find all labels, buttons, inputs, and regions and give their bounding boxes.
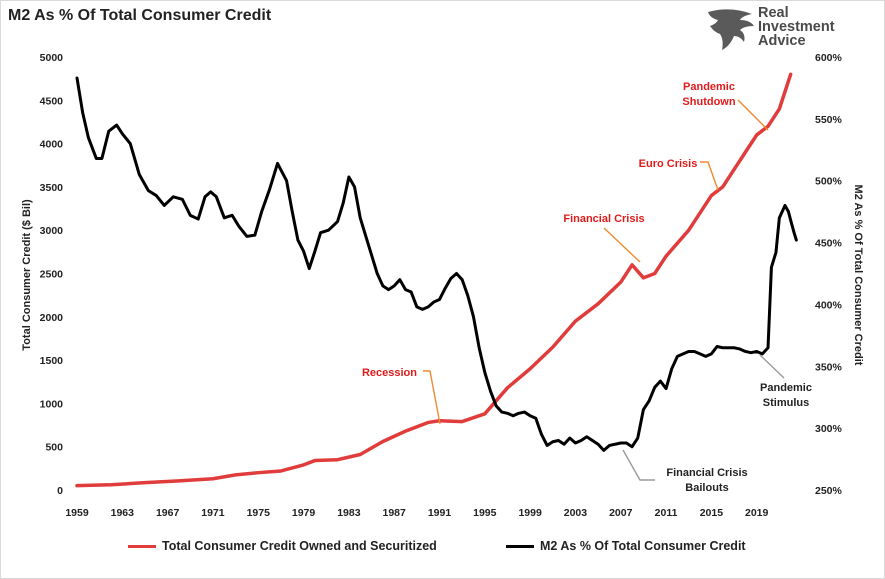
y-left-tick-label: 0 xyxy=(57,485,63,497)
x-tick-label: 1991 xyxy=(428,507,452,519)
x-tick-label: 1987 xyxy=(383,507,407,519)
annotation-euro-crisis-leader xyxy=(700,161,719,191)
y-right-tick-label: 250% xyxy=(815,485,843,497)
x-tick-label: 1995 xyxy=(473,507,497,519)
x-tick-label: 1967 xyxy=(156,507,180,519)
y-right-tick-label: 400% xyxy=(815,299,843,311)
x-tick-label: 2011 xyxy=(655,507,678,519)
x-tick-label: 1979 xyxy=(292,507,316,519)
annotation-bailouts-leader xyxy=(622,449,655,481)
x-tick-label: 2019 xyxy=(745,507,769,519)
y-left-tick-label: 1500 xyxy=(40,355,64,367)
y-right-tick-label: 500% xyxy=(815,176,843,188)
x-tick-label: 1959 xyxy=(65,507,89,519)
x-tick-label: 2007 xyxy=(609,507,633,519)
x-tick-label: 1975 xyxy=(247,507,271,519)
annotation-euro-crisis: Euro Crisis xyxy=(639,158,698,170)
y-left-tick-label: 500 xyxy=(45,442,63,454)
annotation-bailouts: Financial Crisis xyxy=(666,467,747,479)
annotation-recession: Recession xyxy=(362,367,417,379)
series-line-m2 xyxy=(75,76,798,452)
y-left-tick-label: 4500 xyxy=(40,95,64,107)
y-left-tick-label: 2500 xyxy=(40,269,64,281)
x-tick-label: 1971 xyxy=(201,507,225,519)
legend-m2: M2 As % Of Total Consumer Credit xyxy=(506,539,746,553)
eagle-logo-icon xyxy=(708,9,754,50)
annotation-bailouts-line2: Bailouts xyxy=(685,482,728,494)
y-left-tick-label: 1000 xyxy=(40,398,64,410)
annotation-pandemic-shutdown: Pandemic xyxy=(683,81,735,93)
legend-m2-swatch xyxy=(506,544,534,548)
annotation-pandemic-shutdown-leader xyxy=(737,99,769,131)
chart-title: M2 As % Of Total Consumer Credit xyxy=(8,7,272,24)
annotation-financial-crisis-leader xyxy=(603,227,641,263)
legend-m2-label: M2 As % Of Total Consumer Credit xyxy=(540,539,746,553)
y-right-tick-label: 300% xyxy=(815,423,843,435)
annotation-financial-crisis: Financial Crisis xyxy=(563,213,644,225)
legend-credit-label: Total Consumer Credit Owned and Securiti… xyxy=(162,539,437,553)
y-left-tick-label: 2000 xyxy=(40,312,64,324)
y-right-tick-label: 450% xyxy=(815,238,843,250)
y-left-tick-label: 4000 xyxy=(40,139,64,151)
annotation-pandemic-stimulus: Pandemic xyxy=(760,382,812,394)
legend-credit-swatch xyxy=(128,544,156,548)
annotation-pandemic-shutdown-line2: Shutdown xyxy=(682,96,735,108)
y-right-tick-label: 350% xyxy=(815,361,843,373)
logo-wordmark: Real Investment Advice xyxy=(758,5,835,49)
x-tick-label: 2015 xyxy=(700,507,724,519)
y-left-tick-label: 3000 xyxy=(40,225,64,237)
x-tick-label: 1999 xyxy=(518,507,542,519)
logo-text: Real Investment Advice xyxy=(758,5,868,49)
x-tick-label: 1963 xyxy=(111,507,135,519)
annotation-pandemic-stimulus-line2: Stimulus xyxy=(763,397,809,409)
x-tick-label: 2003 xyxy=(564,507,588,519)
legend-credit: Total Consumer Credit Owned and Securiti… xyxy=(128,539,437,553)
annotation-recession-leader xyxy=(423,370,441,425)
annotation-pandemic-stimulus-leader xyxy=(759,354,785,379)
y-left-tick-label: 5000 xyxy=(40,52,64,64)
y-left-tick-label: 3500 xyxy=(40,182,64,194)
x-tick-label: 1983 xyxy=(337,507,361,519)
y-right-tick-label: 550% xyxy=(815,114,843,126)
y-right-tick-label: 600% xyxy=(815,52,843,64)
series-line-credit xyxy=(75,72,793,488)
